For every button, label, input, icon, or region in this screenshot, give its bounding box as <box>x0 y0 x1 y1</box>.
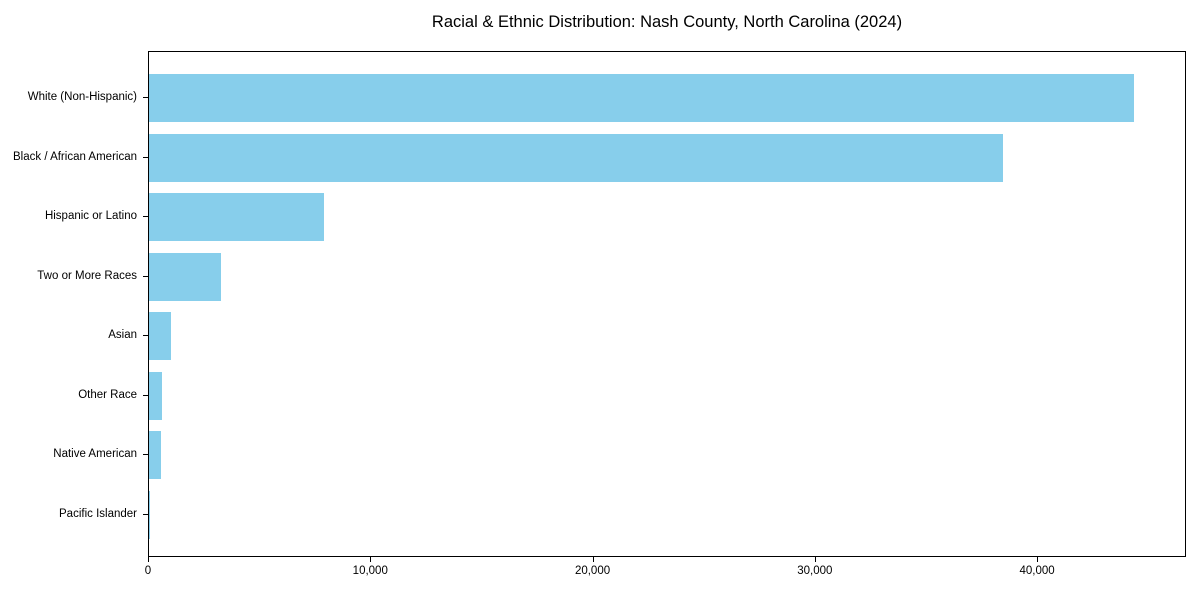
x-tick-label: 30,000 <box>797 565 833 577</box>
x-tick-mark <box>148 557 149 562</box>
bar-other-race <box>149 371 163 420</box>
y-tick-mark <box>143 454 148 455</box>
bar-two-or-more-races <box>149 252 222 301</box>
y-tick-mark <box>143 513 148 515</box>
y-tick-mark <box>143 394 148 396</box>
plot-area <box>148 51 1186 557</box>
x-tick-label: 20,000 <box>574 565 611 577</box>
x-tick-mark <box>370 557 372 562</box>
bar-asian <box>149 312 172 360</box>
y-tick-mark <box>143 335 148 336</box>
bar-hispanic-or-latino <box>149 193 325 241</box>
y-tick-label: Native American <box>53 448 137 460</box>
x-tick-label: 10,000 <box>352 565 388 577</box>
y-tick-label: Pacific Islander <box>59 507 137 520</box>
y-tick-label: Black / African American <box>13 150 137 163</box>
x-tick-label: 0 <box>144 565 152 577</box>
x-tick-mark <box>1037 557 1039 562</box>
bar-native-american <box>149 431 162 479</box>
x-tick-label: 40,000 <box>1019 565 1055 577</box>
y-tick-label: Hispanic or Latino <box>44 210 137 222</box>
chart-title: Racial & Ethnic Distribution: Nash Count… <box>431 13 903 31</box>
y-tick-label: Asian <box>108 329 137 341</box>
y-tick-mark <box>143 216 148 217</box>
bar-white-non-hispanic <box>149 74 1134 122</box>
x-tick-mark <box>592 557 594 562</box>
x-tick-mark <box>814 557 816 562</box>
bar-pacific-islander <box>149 490 150 539</box>
y-tick-label: Two or More Races <box>37 269 137 282</box>
y-tick-mark <box>143 156 148 158</box>
y-tick-label: White (Non-Hispanic) <box>27 91 137 103</box>
bar-black-african-american <box>149 133 1004 182</box>
y-tick-mark <box>143 97 148 98</box>
y-tick-mark <box>143 275 148 277</box>
y-tick-label: Other Race <box>78 388 137 401</box>
